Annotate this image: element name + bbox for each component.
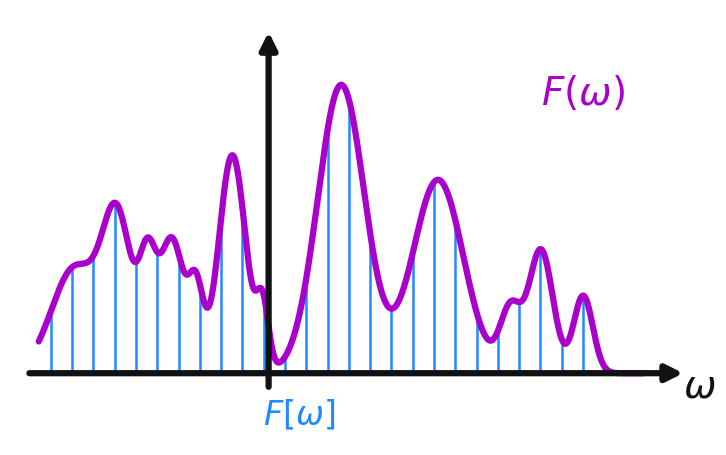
Text: $\mathit{F}(\omega)$: $\mathit{F}(\omega)$ xyxy=(541,74,625,113)
Text: $\omega$: $\omega$ xyxy=(683,366,716,404)
Text: $\mathit{F}[\omega]$: $\mathit{F}[\omega]$ xyxy=(263,397,335,431)
